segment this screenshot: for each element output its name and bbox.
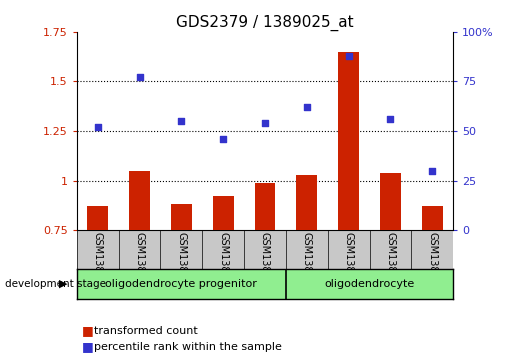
Bar [171,204,192,230]
Point [344,53,353,58]
Bar [422,206,443,230]
Bar [254,183,276,230]
Point [93,124,102,130]
Point [303,104,311,110]
Text: GSM138225: GSM138225 [385,233,395,292]
Point [261,120,269,126]
Text: ■: ■ [82,325,94,337]
Point [135,75,144,80]
Bar [87,206,108,230]
Point [219,136,227,142]
Text: ■: ■ [82,341,94,353]
Text: oligodendrocyte: oligodendrocyte [324,279,414,289]
Point [177,118,186,124]
Text: GSM138220: GSM138220 [176,233,187,292]
Text: GSM138224: GSM138224 [343,233,354,292]
Text: GSM138223: GSM138223 [302,233,312,292]
Text: percentile rank within the sample: percentile rank within the sample [94,342,282,352]
Text: ▶: ▶ [59,279,68,289]
Text: oligodendrocyte progenitor: oligodendrocyte progenitor [105,279,258,289]
Bar [213,196,234,230]
Text: development stage: development stage [5,279,107,289]
Bar [380,173,401,230]
Text: GSM138219: GSM138219 [135,233,145,291]
Bar [296,175,317,230]
Text: GSM138229: GSM138229 [427,233,437,292]
Text: GSM138218: GSM138218 [93,233,103,291]
Point [428,168,437,173]
Text: GSM138222: GSM138222 [260,233,270,292]
Title: GDS2379 / 1389025_at: GDS2379 / 1389025_at [176,14,354,30]
Text: transformed count: transformed count [94,326,198,336]
Bar [129,171,150,230]
Point [386,116,395,122]
Text: GSM138221: GSM138221 [218,233,228,292]
Bar [338,52,359,230]
